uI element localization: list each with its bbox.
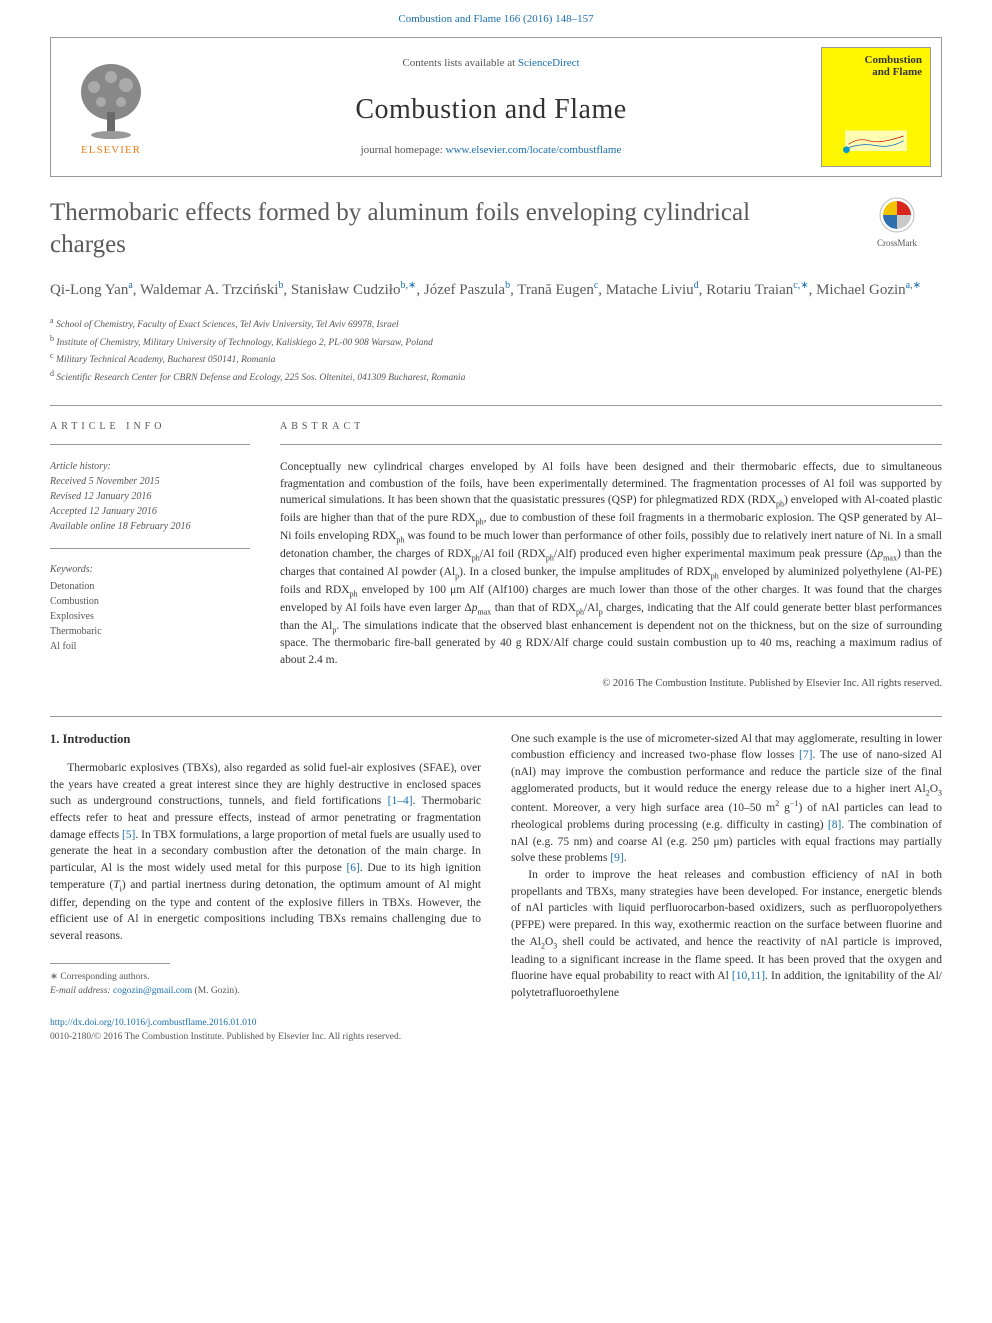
affiliation-item: b Institute of Chemistry, Military Unive…	[50, 333, 942, 350]
history-label: Article history:	[50, 459, 250, 474]
svg-text:ELSEVIER: ELSEVIER	[81, 144, 141, 156]
divider	[50, 548, 250, 549]
journal-name: Combustion and Flame	[171, 90, 811, 129]
crossmark-label: CrossMark	[877, 238, 917, 248]
abstract-copyright: © 2016 The Combustion Institute. Publish…	[280, 677, 942, 692]
journal-cover-thumbnail: Combustion and Flame	[821, 47, 931, 167]
article-info-label: ARTICLE INFO	[50, 420, 250, 434]
running-header: Combustion and Flame 166 (2016) 148–157	[0, 0, 992, 37]
section-heading: 1. Introduction	[50, 731, 481, 749]
corresponding-author-note: ∗ Corresponding authors.	[50, 970, 481, 984]
divider	[50, 405, 942, 406]
journal-header-center: Contents lists available at ScienceDirec…	[171, 38, 811, 176]
corresponding-email-link[interactable]: cogozin@gmail.com	[113, 986, 192, 996]
affiliation-item: c Military Technical Academy, Bucharest …	[50, 350, 942, 367]
doi-link[interactable]: http://dx.doi.org/10.1016/j.combustflame…	[50, 1018, 256, 1028]
citation-text: Combustion and Flame 166 (2016) 148–157	[398, 13, 593, 25]
affiliation-item: a School of Chemistry, Faculty of Exact …	[50, 315, 942, 332]
divider	[50, 444, 250, 445]
keywords-list: Detonation Combustion Explosives Thermob…	[50, 579, 250, 654]
affiliations-block: a School of Chemistry, Faculty of Exact …	[50, 315, 942, 385]
journal-header-box: ELSEVIER Contents lists available at Sci…	[50, 37, 942, 177]
crossmark-icon	[879, 197, 915, 233]
elsevier-tree-logo: ELSEVIER	[66, 57, 156, 157]
divider	[280, 444, 942, 445]
keyword-item: Al foil	[50, 639, 250, 654]
received-date: Received 5 November 2015	[50, 474, 250, 489]
journal-cover-area: Combustion and Flame	[811, 38, 941, 176]
keyword-item: Detonation	[50, 579, 250, 594]
footnote-separator	[50, 963, 170, 964]
abstract-text: Conceptually new cylindrical charges env…	[280, 459, 942, 669]
keyword-item: Combustion	[50, 594, 250, 609]
keyword-item: Explosives	[50, 609, 250, 624]
article-title: Thermobaric effects formed by aluminum f…	[50, 197, 852, 260]
body-column-2: One such example is the use of micromete…	[511, 731, 942, 1002]
affiliation-item: d Scientific Research Center for CBRN De…	[50, 368, 942, 385]
page-footer: http://dx.doi.org/10.1016/j.combustflame…	[0, 1002, 992, 1065]
authors-line: Qi-Long Yana, Waldemar A. Trzcińskib, St…	[50, 278, 942, 302]
divider	[50, 716, 942, 717]
revised-date: Revised 12 January 2016	[50, 489, 250, 504]
contents-available-line: Contents lists available at ScienceDirec…	[171, 56, 811, 71]
abstract-label: ABSTRACT	[280, 420, 942, 434]
publisher-logo-area: ELSEVIER	[51, 38, 171, 176]
footnotes: ∗ Corresponding authors. E-mail address:…	[50, 970, 481, 999]
sciencedirect-link[interactable]: ScienceDirect	[518, 57, 580, 69]
issn-copyright-line: 0010-2180/© 2016 The Combustion Institut…	[50, 1032, 401, 1042]
keywords-label: Keywords:	[50, 563, 250, 577]
keyword-item: Thermobaric	[50, 624, 250, 639]
crossmark-badge[interactable]: CrossMark	[852, 197, 942, 250]
journal-homepage-line: journal homepage: www.elsevier.com/locat…	[171, 143, 811, 158]
body-column-1: Thermobaric explosives (TBXs), also rega…	[50, 760, 481, 945]
article-history: Article history: Received 5 November 201…	[50, 459, 250, 534]
accepted-date: Accepted 12 January 2016	[50, 504, 250, 519]
email-line: E-mail address: cogozin@gmail.com (M. Go…	[50, 984, 481, 998]
online-date: Available online 18 February 2016	[50, 519, 250, 534]
journal-homepage-link[interactable]: www.elsevier.com/locate/combustflame	[446, 144, 622, 156]
